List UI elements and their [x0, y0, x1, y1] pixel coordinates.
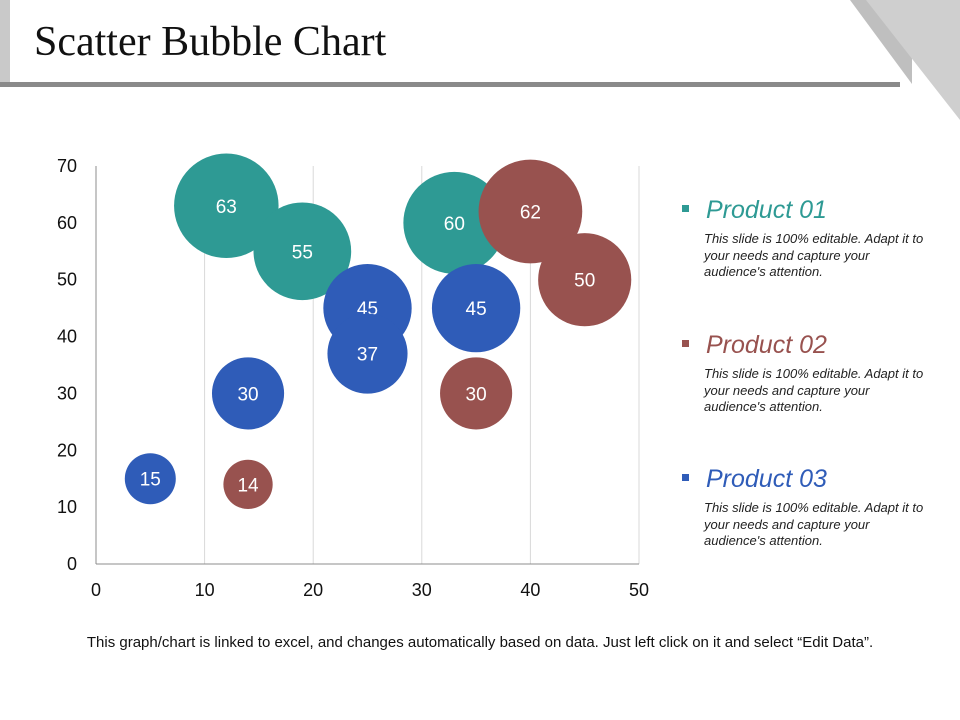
bubble-label: 62	[520, 202, 541, 223]
bubble-label: 55	[292, 242, 313, 263]
footnote: This graph/chart is linked to excel, and…	[86, 634, 874, 651]
y-tick-label: 0	[67, 554, 77, 574]
y-tick-label: 40	[57, 327, 77, 347]
x-tick-label: 40	[520, 580, 540, 600]
legend-description: This slide is 100% editable. Adapt it to…	[704, 231, 924, 279]
bubble-label: 50	[574, 271, 595, 292]
y-tick-label: 60	[57, 213, 77, 233]
title-underline	[0, 82, 900, 87]
y-tick-label: 50	[57, 270, 77, 290]
legend-title: Product 02	[706, 331, 827, 359]
page-title: Scatter Bubble Chart	[34, 19, 387, 65]
bubble-label: 63	[216, 197, 237, 218]
y-tick-label: 20	[57, 440, 77, 460]
bubble-label: 30	[237, 384, 258, 405]
legend-description: This slide is 100% editable. Adapt it to…	[704, 500, 924, 548]
bubble-product-01	[174, 153, 279, 259]
legend-title: Product 03	[706, 465, 827, 493]
title-band: Scatter Bubble Chart	[0, 0, 960, 88]
x-tick-label: 30	[412, 580, 432, 600]
bubble-label: 14	[237, 475, 259, 496]
bubble-product-02	[538, 233, 632, 327]
corner-stripe-light	[866, 0, 960, 120]
y-tick-label: 30	[57, 383, 77, 403]
x-tick-label: 0	[91, 580, 101, 600]
bubble-product-01	[403, 171, 506, 274]
bubble-product-02	[440, 357, 513, 430]
bubble-label: 45	[466, 299, 487, 320]
legend-description: This slide is 100% editable. Adapt it to…	[704, 366, 924, 414]
x-tick-label: 20	[303, 580, 323, 600]
bubble-label: 15	[140, 470, 161, 491]
legend-marker-product-01	[682, 205, 689, 212]
bubble-product-01	[253, 202, 352, 301]
bubble-label: 37	[357, 345, 378, 366]
bubble-product-03	[124, 453, 176, 505]
title-accent-bar	[0, 0, 10, 84]
legend-title: Product 01	[706, 196, 827, 224]
bubble-product-03	[431, 263, 521, 353]
legend-marker-product-02	[682, 340, 689, 347]
legend-marker-product-03	[682, 474, 689, 481]
bubble-product-03	[327, 313, 408, 394]
y-tick-label: 10	[57, 497, 77, 517]
bubble-product-02	[223, 459, 273, 510]
x-tick-label: 50	[629, 580, 649, 600]
x-tick-label: 10	[195, 580, 215, 600]
bubble-product-03	[211, 357, 285, 430]
y-tick-label: 70	[57, 156, 77, 176]
bubble-product-02	[478, 159, 583, 264]
bubble-label: 60	[444, 214, 465, 235]
bubble-label: 30	[466, 384, 487, 405]
plot-area: 0 10 20 30 40 50 0 10 20 30 40 50 60 70 63 55 60 62 50 30 14…	[57, 153, 649, 600]
